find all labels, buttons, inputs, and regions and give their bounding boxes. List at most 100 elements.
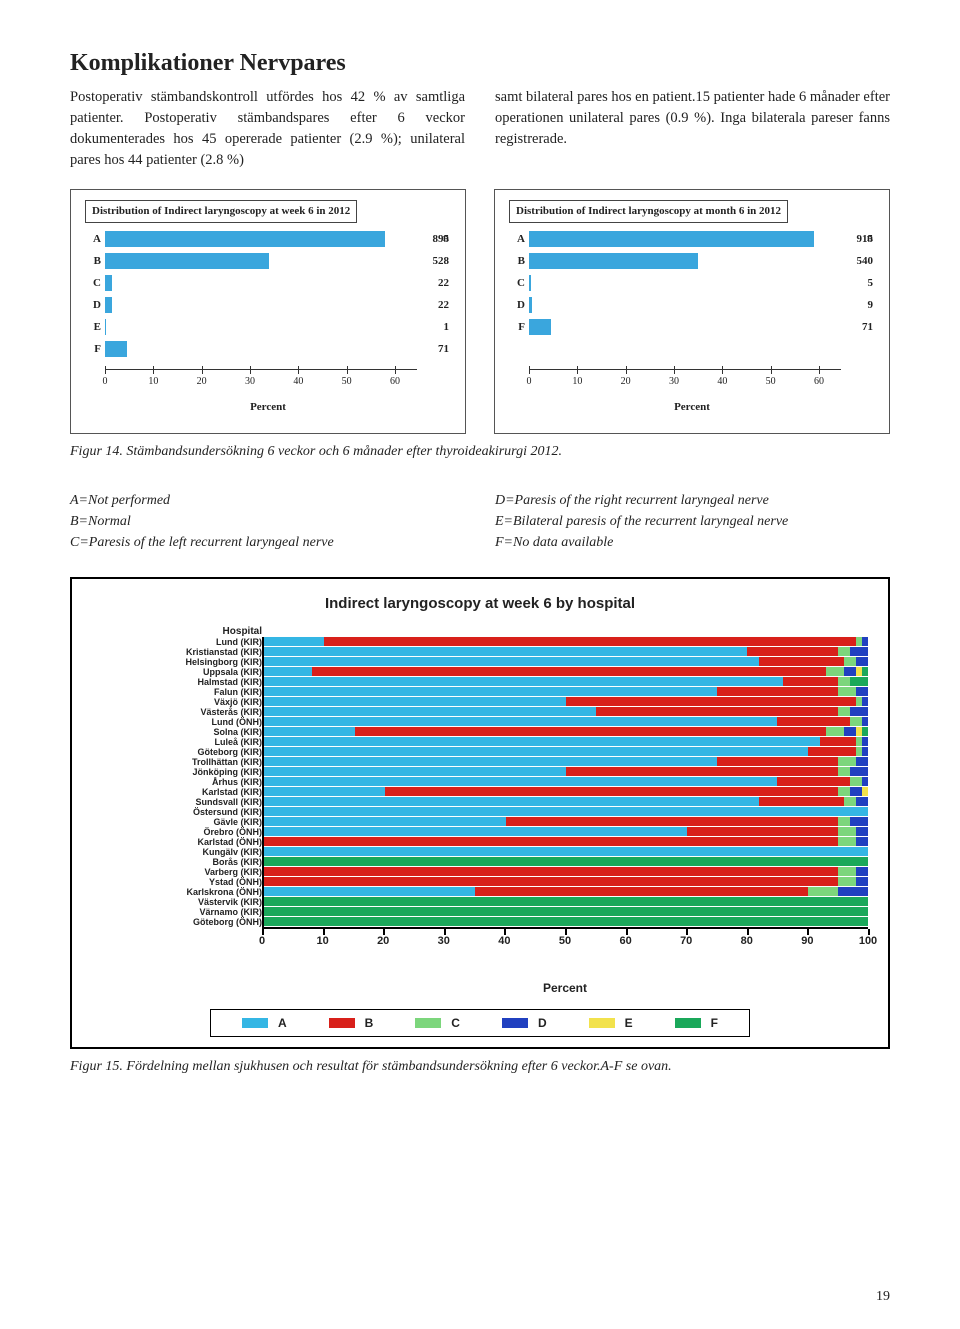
figure15-caption: Figur 15. Fördelning mellan sjukhusen oc…	[70, 1059, 890, 1075]
distribution-charts: Distribution of Indirect laryngoscopy at…	[70, 189, 890, 434]
stacked-segment	[862, 697, 868, 706]
stacked-row	[264, 867, 868, 877]
bar-category: D	[511, 299, 525, 311]
stacked-segment	[838, 817, 850, 826]
stacked-row	[264, 717, 868, 727]
hospital-label: Sundsvall (KIR)	[92, 797, 262, 807]
hospital-label: Lund (KIR)	[92, 637, 262, 647]
stacked-segment	[850, 767, 868, 776]
stacked-row	[264, 887, 868, 897]
legend-item: A=Not performed	[70, 490, 465, 511]
stacked-segment	[355, 727, 826, 736]
figure14-caption: Figur 14. Stämbandsundersökning 6 veckor…	[70, 444, 890, 460]
hospital-label: Karlskrona (ÖNH)	[92, 887, 262, 897]
stacked-segment	[838, 767, 850, 776]
stacked-segment	[838, 877, 856, 886]
stacked-segment	[783, 677, 837, 686]
stacked-segment	[506, 817, 838, 826]
stacked-segment	[862, 737, 868, 746]
bar	[529, 231, 814, 247]
stacked-segment	[862, 637, 868, 646]
stacked-segment	[850, 647, 868, 656]
stacked-segment	[850, 707, 868, 716]
stacked-segment	[566, 697, 856, 706]
bar-count: 22	[419, 299, 449, 311]
stacked-segment	[264, 767, 566, 776]
bar	[105, 231, 385, 247]
stacked-segment	[264, 847, 868, 856]
stacked-segment	[838, 867, 856, 876]
bar	[529, 275, 531, 291]
bar	[529, 297, 532, 313]
stacked-segment	[264, 677, 783, 686]
legend-swatch	[415, 1018, 441, 1028]
stacked-segment	[838, 677, 850, 686]
stacked-segment	[862, 717, 868, 726]
stacked-segment	[264, 697, 566, 706]
stacked-segment	[717, 687, 838, 696]
stacked-row	[264, 837, 868, 847]
hospital-label: Varberg (KIR)	[92, 867, 262, 877]
stacked-segment	[264, 777, 777, 786]
chart1-title: Distribution of Indirect laryngoscopy at…	[85, 200, 357, 223]
bar	[105, 297, 112, 313]
stacked-segment	[264, 887, 475, 896]
legend-swatch	[329, 1018, 355, 1028]
stacked-row	[264, 767, 868, 777]
stacked-row	[264, 847, 868, 857]
hospital-label: Ystad (ÖNH)	[92, 877, 262, 887]
stacked-segment	[264, 637, 324, 646]
stacked-segment	[838, 757, 856, 766]
stacked-legend-item: C	[415, 1016, 460, 1030]
bar	[529, 319, 551, 335]
stacked-segment	[777, 717, 849, 726]
legend-swatch	[675, 1018, 701, 1028]
bar-category: D	[87, 299, 101, 311]
hospital-label: Växjö (KIR)	[92, 697, 262, 707]
stacked-segment	[264, 717, 777, 726]
hospital-label: Trollhättan (KIR)	[92, 757, 262, 767]
hospital-label: Örebro (ÖNH)	[92, 827, 262, 837]
bar	[105, 253, 269, 269]
stacked-segment	[844, 797, 856, 806]
stacked-segment	[838, 887, 868, 896]
stacked-row	[264, 797, 868, 807]
hospital-label: Östersund (KIR)	[92, 807, 262, 817]
intro-left: Postoperativ stämbandskontroll utfördes …	[70, 87, 465, 171]
bar-count: 1	[419, 321, 449, 333]
stacked-segment	[844, 657, 856, 666]
stacked-segment	[264, 747, 808, 756]
hospital-label: Falun (KIR)	[92, 687, 262, 697]
stacked-ylab: Hospital	[92, 626, 262, 637]
hospital-label: Västervik (KIR)	[92, 897, 262, 907]
stacked-segment	[475, 887, 807, 896]
bar-count: 528	[419, 255, 449, 267]
stacked-segment	[264, 827, 687, 836]
stacked-chart: Indirect laryngoscopy at week 6 by hospi…	[70, 577, 890, 1049]
hospital-label: Kristianstad (KIR)	[92, 647, 262, 657]
stacked-segment	[838, 687, 856, 696]
stacked-segment	[264, 667, 312, 676]
stacked-segment	[264, 837, 838, 846]
stacked-row	[264, 747, 868, 757]
hospital-label: Gävle (KIR)	[92, 817, 262, 827]
stacked-segment	[264, 917, 868, 926]
stacked-segment	[385, 787, 838, 796]
stacked-row	[264, 897, 868, 907]
stacked-segment	[850, 677, 868, 686]
stacked-segment	[844, 667, 856, 676]
bar-count: 540	[843, 255, 873, 267]
stacked-segment	[264, 867, 838, 876]
stacked-row	[264, 877, 868, 887]
legend-item: B=Normal	[70, 511, 465, 532]
stacked-title: Indirect laryngoscopy at week 6 by hospi…	[92, 595, 868, 612]
bar-category: E	[87, 321, 101, 333]
legend-swatch	[502, 1018, 528, 1028]
bar-count: 5	[843, 277, 873, 289]
stacked-segment	[687, 827, 838, 836]
page-number: 19	[876, 1289, 890, 1305]
stacked-row	[264, 907, 868, 917]
stacked-segment	[820, 737, 856, 746]
stacked-row	[264, 687, 868, 697]
stacked-segment	[264, 647, 747, 656]
